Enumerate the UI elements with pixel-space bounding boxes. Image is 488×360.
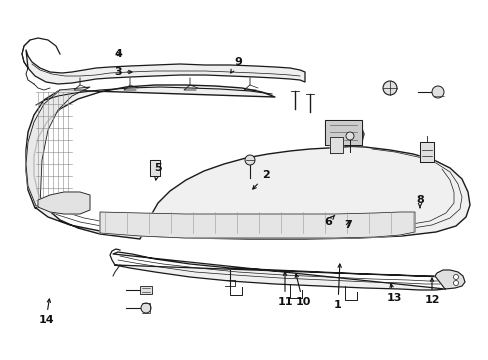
Polygon shape <box>113 252 444 290</box>
Text: 11: 11 <box>277 272 292 307</box>
Circle shape <box>141 303 151 313</box>
Text: 9: 9 <box>230 57 242 73</box>
Polygon shape <box>150 160 160 176</box>
Circle shape <box>346 132 353 140</box>
Polygon shape <box>26 85 469 239</box>
Circle shape <box>452 280 458 285</box>
Text: 1: 1 <box>333 264 341 310</box>
Circle shape <box>244 155 254 165</box>
Text: 12: 12 <box>424 278 439 305</box>
Polygon shape <box>434 270 464 289</box>
Text: 4: 4 <box>114 49 122 59</box>
Text: 14: 14 <box>38 299 54 325</box>
Text: 2: 2 <box>252 170 269 189</box>
Text: 5: 5 <box>154 163 162 180</box>
Polygon shape <box>26 50 305 84</box>
Polygon shape <box>26 87 90 206</box>
Text: 13: 13 <box>386 284 401 303</box>
Polygon shape <box>419 142 433 162</box>
Circle shape <box>382 81 396 95</box>
Text: 7: 7 <box>344 220 351 230</box>
Text: 8: 8 <box>415 195 423 208</box>
Bar <box>140 286 152 294</box>
Text: 3: 3 <box>114 67 132 77</box>
Polygon shape <box>100 212 414 238</box>
Polygon shape <box>38 192 90 214</box>
Polygon shape <box>329 137 342 153</box>
Polygon shape <box>325 120 361 145</box>
Text: 6: 6 <box>324 215 334 227</box>
Circle shape <box>452 274 458 279</box>
Text: 10: 10 <box>295 274 310 307</box>
Circle shape <box>431 86 443 98</box>
